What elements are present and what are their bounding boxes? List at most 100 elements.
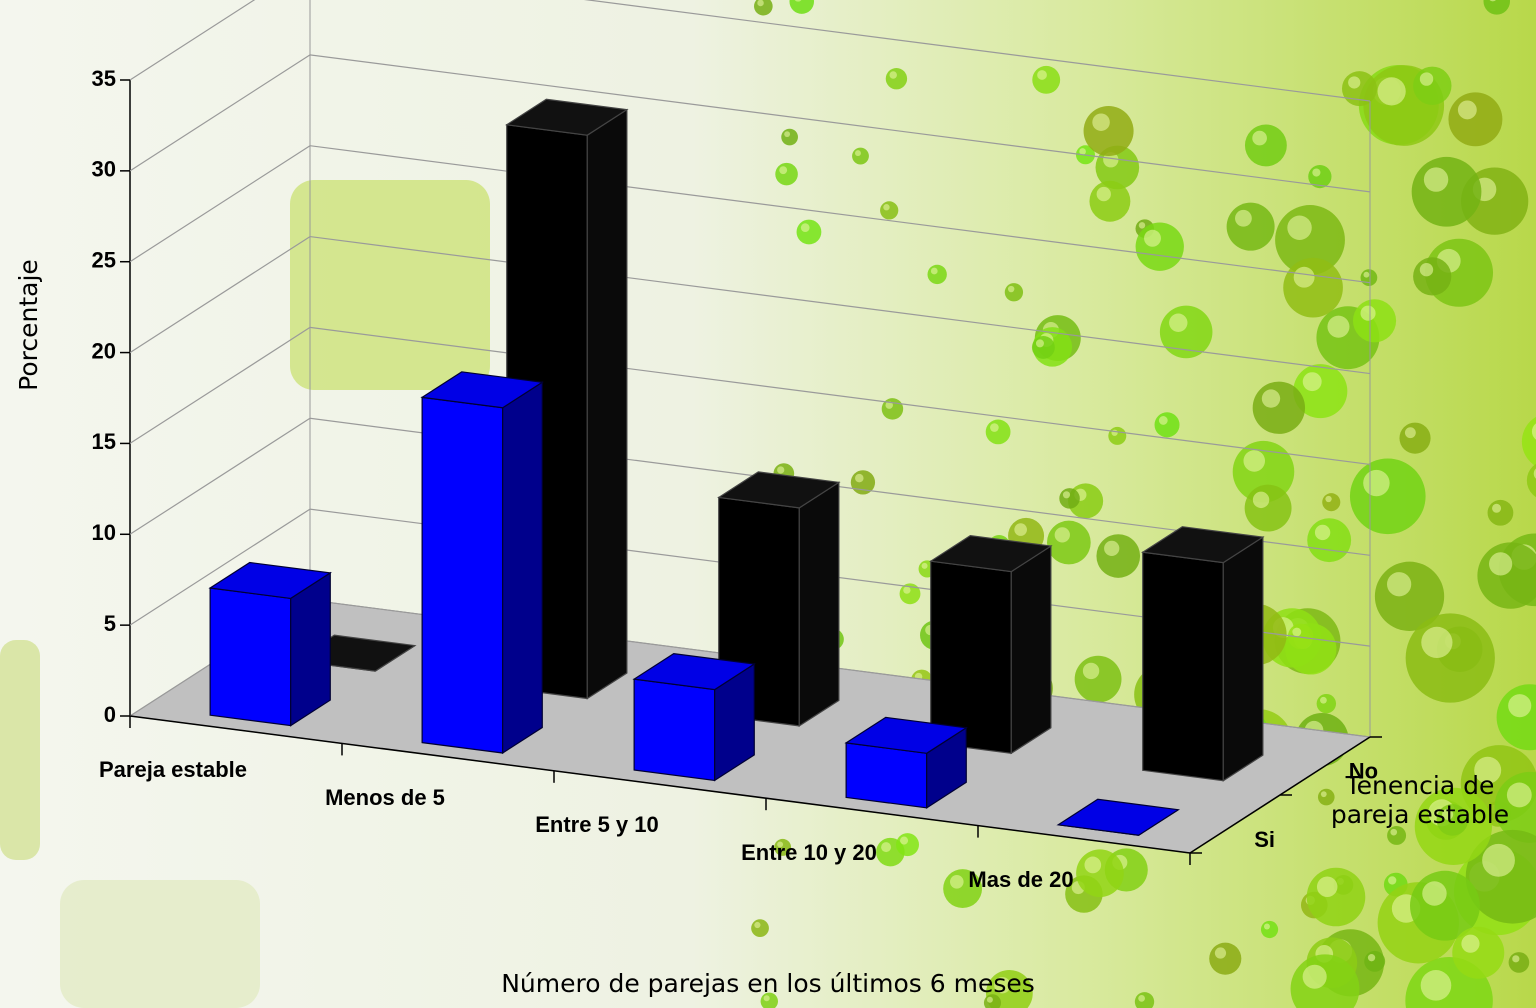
bubble-shine [1235, 209, 1252, 227]
bubble [1483, 0, 1510, 15]
bubble-shine [930, 267, 938, 275]
bubble-shine [757, 0, 764, 7]
bubble [796, 219, 822, 245]
bubble [1413, 66, 1452, 105]
bubble [896, 833, 919, 857]
bubble-shine [1007, 285, 1015, 293]
bubble [1083, 105, 1134, 156]
y-axis-title: Porcentaje [14, 259, 43, 391]
bubble [1154, 412, 1180, 438]
bar-side [586, 108, 628, 700]
bubble [1209, 942, 1242, 975]
y-tick-label: 25 [92, 248, 116, 273]
bubble-shine [1084, 856, 1102, 874]
bubble [1046, 520, 1091, 565]
y-tick-label: 35 [92, 66, 116, 91]
bubble-shine [1363, 271, 1370, 278]
bubble-shine [1419, 263, 1434, 277]
x-tick-label: Pareja estable [99, 757, 247, 783]
decor-tile [0, 640, 40, 860]
bubble-shine [994, 977, 1011, 994]
bubble [1341, 71, 1377, 107]
bubble-shine [1404, 427, 1416, 439]
bar-top [1141, 526, 1265, 564]
bubble [1283, 257, 1343, 318]
bubble-shine [1327, 315, 1350, 338]
bubble-shine [1302, 372, 1322, 392]
bubble-shine [1320, 791, 1327, 798]
x-tick-label: Mas de 20 [968, 867, 1074, 893]
bubble-shine [1482, 843, 1515, 877]
bubble [1477, 542, 1536, 609]
bubble-shine [1082, 662, 1100, 680]
bubble-shine [1243, 450, 1266, 472]
bubble [1316, 693, 1337, 714]
bubble-shine [1508, 694, 1532, 718]
bubble-shine [794, 0, 802, 2]
bar-front [845, 742, 928, 809]
bubble [775, 162, 798, 186]
bubble [1413, 257, 1452, 296]
bar-front [209, 587, 292, 727]
bubble-shine [1348, 76, 1361, 89]
bubble-shine [1014, 523, 1027, 536]
y-tick-label: 0 [104, 702, 116, 727]
bubble-shine [1377, 77, 1406, 106]
bubble [1074, 655, 1122, 703]
bubble-shine [949, 874, 964, 889]
bubble-shine [1420, 970, 1452, 1001]
bubble-shine [779, 166, 788, 175]
bubble-shine [784, 131, 791, 138]
bubble-shine [1252, 130, 1267, 146]
bar-top [505, 98, 629, 136]
bubble-shine [1388, 876, 1397, 885]
legend-label: No [1349, 758, 1378, 783]
bubble-shine [1419, 72, 1434, 86]
bubble-shine [1506, 782, 1532, 808]
bubble [927, 264, 947, 285]
bubble-shine [1474, 756, 1502, 784]
bubble [1399, 422, 1431, 454]
bubble [1307, 518, 1352, 563]
bubble [1252, 381, 1306, 434]
bar-top [208, 561, 332, 600]
bubble [1452, 926, 1505, 979]
bubble-shine [1492, 503, 1502, 513]
bubble [880, 201, 899, 220]
bubble [1360, 269, 1378, 286]
bubble [1521, 416, 1536, 467]
bar-front [633, 678, 716, 782]
bubble-shine [1092, 113, 1110, 131]
bubble-shine [800, 223, 810, 232]
bubble-shine [1457, 100, 1477, 120]
bubble [1032, 65, 1061, 94]
x-axis-title: Número de parejas en los últimos 6 meses [501, 969, 1035, 998]
bubble [1526, 463, 1536, 498]
bubble-shine [900, 836, 909, 845]
y-tick-label: 5 [104, 611, 116, 636]
bubble-shine [881, 842, 892, 853]
bubble-shine [1263, 923, 1270, 930]
bar-top [1056, 798, 1180, 836]
bubble-shine [990, 423, 999, 432]
grid-line [129, 417, 1371, 556]
bubble [1260, 920, 1279, 939]
bubble-shine [1489, 552, 1513, 576]
bubble-shine [1390, 828, 1398, 836]
bubble [1411, 156, 1482, 227]
y-tick-label: 15 [92, 429, 116, 454]
grid-line [129, 235, 1371, 375]
bubble [1096, 534, 1141, 578]
bubble [985, 419, 1011, 445]
bubble [789, 0, 814, 14]
bar-top [717, 471, 841, 509]
bubble [1089, 180, 1131, 222]
x-tick-label: Menos de 5 [325, 784, 445, 810]
bubble-shine [1169, 313, 1188, 332]
bubble-shine [1325, 495, 1332, 503]
bubble [852, 147, 869, 165]
bubble-shine [1138, 222, 1146, 229]
bar-side [798, 481, 840, 728]
bubble-shine [885, 401, 893, 409]
bubble-shine [903, 586, 911, 594]
